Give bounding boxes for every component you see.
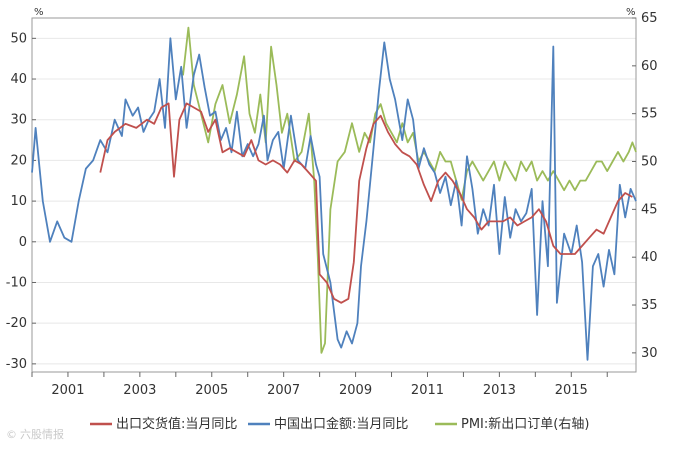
series-layer (31, 26, 637, 361)
left-tick-label: 10 (10, 194, 27, 209)
right-tick-label: 45 (641, 202, 658, 217)
right-tick-label: 30 (641, 346, 658, 361)
right-tick-label: 35 (641, 298, 658, 313)
watermark-text: 六股情报 (20, 427, 64, 441)
left-tick-label: -10 (6, 275, 27, 290)
legend-label: PMI:新出口订单(右轴) (461, 416, 589, 432)
left-tick-label: 40 (10, 72, 27, 87)
series-line-1 (99, 102, 633, 304)
left-tick-label: 30 (10, 113, 27, 128)
gridlines (32, 37, 636, 365)
plot-frame (31, 17, 637, 373)
watermark: © 六股情报 (6, 427, 64, 441)
left-tick-label: 0 (19, 235, 27, 250)
x-tick-label: 2007 (267, 383, 300, 398)
left-tick-label: 50 (10, 31, 27, 46)
left-tick-label: -30 (6, 357, 27, 372)
x-axis: 2001 2003 2005 2007 2009 2011 2013 2015 (31, 372, 608, 398)
right-axis-unit: % (626, 7, 636, 18)
left-axis-unit: % (34, 7, 44, 18)
right-tick-label: 55 (641, 107, 658, 122)
right-tick-label: 50 (641, 155, 658, 170)
right-tick-label: 60 (641, 59, 658, 74)
right-tick-label: 40 (641, 250, 658, 265)
left-axis: -30 -20 -10 0 10 20 30 40 50 (6, 31, 36, 372)
x-tick-label: 2011 (411, 383, 444, 398)
x-tick-label: 2009 (339, 383, 372, 398)
x-tick-label: 2015 (555, 383, 588, 398)
x-tick-label: 2013 (483, 383, 516, 398)
x-tick-label: 2001 (51, 383, 84, 398)
legend: 出口交货值:当月同比 中国出口金额:当月同比 PMI:新出口订单(右轴) (90, 416, 589, 432)
series-line-2 (31, 37, 637, 361)
legend-label: 中国出口金额:当月同比 (274, 416, 408, 432)
right-tick-label: 65 (641, 11, 658, 26)
right-axis: 30 35 40 45 50 55 60 65 (632, 11, 658, 361)
legend-label: 出口交货值:当月同比 (116, 416, 237, 432)
left-tick-label: -20 (6, 316, 27, 331)
x-tick-label: 2005 (195, 383, 228, 398)
left-tick-label: 20 (10, 153, 27, 168)
watermark-logo-icon: © (6, 428, 17, 441)
x-tick-label: 2003 (123, 383, 156, 398)
